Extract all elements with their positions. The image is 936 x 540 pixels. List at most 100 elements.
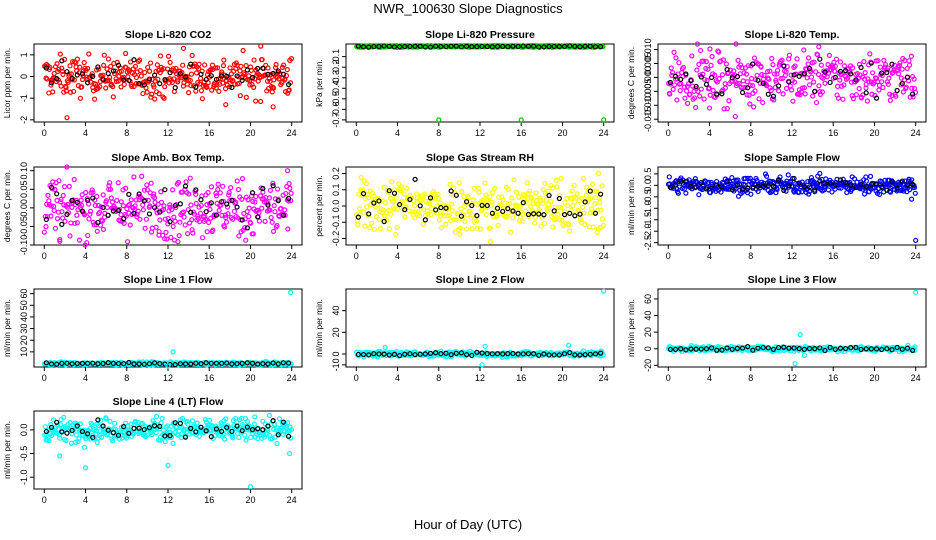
reference-point	[667, 79, 673, 86]
reference-point	[479, 43, 485, 50]
reference-point	[95, 64, 101, 70]
data-point	[597, 199, 603, 205]
reference-point	[126, 77, 132, 83]
reference-point	[827, 79, 833, 86]
data-point	[463, 226, 470, 232]
reference-point	[884, 187, 890, 193]
data-point	[726, 98, 732, 104]
y-tick-label: 10	[19, 347, 29, 357]
reference-point	[775, 344, 782, 351]
reference-point	[249, 360, 256, 366]
data-point	[547, 199, 554, 205]
x-tick-label: 4	[707, 251, 712, 261]
data-point	[123, 435, 130, 441]
reference-point	[894, 87, 900, 94]
data-point	[220, 62, 227, 69]
reference-point	[536, 44, 542, 50]
reference-point	[530, 43, 537, 49]
data-point	[162, 236, 168, 242]
reference-point	[551, 43, 557, 50]
data-point	[143, 216, 149, 222]
data-point	[148, 180, 154, 186]
reference-point	[812, 346, 818, 352]
x-tick-label: 16	[516, 373, 526, 383]
data-point	[247, 82, 253, 88]
reference-point	[270, 418, 276, 424]
data-point	[196, 61, 202, 67]
reference-point	[438, 43, 444, 50]
reference-point	[827, 344, 833, 351]
panel-title: Slope Amb. Box Temp.	[111, 152, 224, 164]
reference-point	[255, 65, 261, 72]
reference-point	[592, 351, 599, 357]
reference-point	[770, 183, 777, 190]
data-point	[180, 209, 187, 215]
data-point	[716, 49, 722, 55]
reference-point	[433, 207, 439, 213]
data-point	[491, 185, 498, 191]
reference-point	[698, 346, 704, 352]
reference-point	[376, 43, 382, 50]
data-point	[668, 65, 674, 71]
reference-point	[515, 351, 521, 357]
x-tick-label: 20	[557, 373, 567, 383]
data-point	[861, 76, 868, 82]
y-tick-label: -2.5	[643, 235, 653, 251]
data-point	[57, 199, 64, 205]
data-point	[56, 432, 62, 438]
data-point	[151, 84, 157, 90]
reference-point	[530, 351, 537, 357]
reference-point	[54, 76, 60, 82]
data-point	[424, 208, 431, 214]
data-point	[382, 199, 388, 206]
reference-point	[786, 79, 792, 85]
data-point	[708, 62, 714, 68]
data-point	[861, 59, 867, 65]
reference-point	[474, 44, 480, 50]
data-point	[364, 204, 370, 210]
data-point	[731, 68, 737, 74]
reference-point	[402, 43, 408, 50]
reference-point	[765, 183, 771, 189]
data-point	[149, 91, 155, 97]
data-point	[64, 164, 70, 170]
data-point	[774, 186, 780, 193]
data-point	[867, 173, 874, 179]
data-point	[554, 184, 560, 190]
data-point	[482, 180, 488, 186]
x-tick-label: 16	[828, 373, 838, 383]
reference-point	[827, 180, 833, 186]
x-tick-label: 12	[787, 128, 797, 138]
data-point	[118, 84, 124, 90]
data-point	[68, 440, 75, 446]
data-point	[507, 229, 514, 235]
data-point	[246, 213, 252, 220]
data-point	[673, 55, 679, 61]
data-point	[747, 82, 753, 88]
reference-point	[755, 77, 761, 83]
data-point	[193, 70, 200, 76]
data-point	[137, 216, 143, 222]
data-point	[462, 218, 468, 225]
reference-point	[203, 360, 209, 366]
data-point	[96, 209, 103, 215]
data-point	[236, 434, 242, 441]
reference-point	[909, 91, 916, 97]
y-tick-label: 40	[331, 306, 341, 316]
reference-point	[121, 361, 127, 367]
data-point	[175, 79, 181, 85]
data-point	[208, 66, 214, 73]
data-point	[193, 88, 199, 94]
data-point	[437, 200, 443, 206]
data-point	[189, 418, 196, 424]
x-tick-label: 24	[599, 373, 609, 383]
y-tick-label: -0.10	[19, 235, 29, 256]
panel-title: Slope Line 3 Flow	[748, 274, 838, 286]
data-point	[204, 202, 210, 208]
reference-point	[806, 65, 813, 72]
x-tick-label: 24	[911, 251, 921, 261]
data-point	[773, 79, 780, 85]
reference-point	[126, 191, 132, 197]
reference-point	[397, 201, 403, 208]
data-point	[461, 193, 467, 200]
